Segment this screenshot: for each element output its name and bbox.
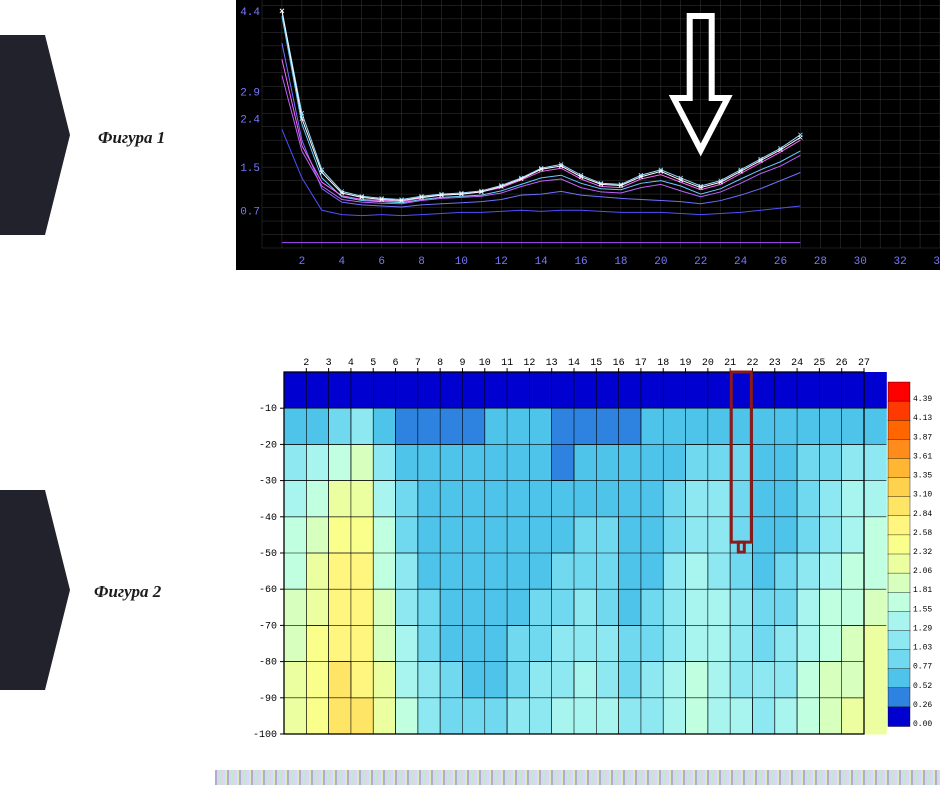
svg-text:0.52: 0.52 — [913, 682, 932, 691]
svg-text:15: 15 — [590, 358, 602, 369]
svg-text:1.03: 1.03 — [913, 644, 932, 653]
svg-text:0.26: 0.26 — [913, 701, 932, 710]
svg-text:14: 14 — [568, 358, 580, 369]
svg-text:3.61: 3.61 — [913, 452, 932, 461]
svg-text:4.4: 4.4 — [240, 7, 260, 19]
svg-text:12: 12 — [523, 358, 535, 369]
svg-text:7: 7 — [415, 358, 421, 369]
svg-text:4: 4 — [338, 256, 345, 268]
figure-2-label: Фигура 2 — [94, 582, 161, 602]
svg-text:3: 3 — [326, 358, 332, 369]
svg-text:2.4: 2.4 — [240, 115, 260, 127]
svg-text:17: 17 — [635, 358, 647, 369]
svg-text:6: 6 — [378, 256, 385, 268]
svg-text:0.7: 0.7 — [240, 206, 260, 218]
svg-text:2: 2 — [303, 358, 309, 369]
pointer-shape-1 — [0, 35, 70, 235]
svg-text:14: 14 — [535, 256, 549, 268]
svg-text:3.35: 3.35 — [913, 472, 932, 481]
svg-text:16: 16 — [613, 358, 625, 369]
figure-1-label: Фигура 1 — [98, 128, 165, 148]
svg-text:11: 11 — [501, 358, 513, 369]
svg-text:27: 27 — [858, 358, 870, 369]
svg-text:8: 8 — [437, 358, 443, 369]
svg-text:22: 22 — [694, 256, 707, 268]
svg-text:13: 13 — [546, 358, 558, 369]
svg-text:20: 20 — [654, 256, 667, 268]
svg-text:24: 24 — [734, 256, 748, 268]
svg-text:20: 20 — [702, 358, 714, 369]
svg-text:26: 26 — [774, 256, 787, 268]
svg-text:0.00: 0.00 — [913, 720, 932, 729]
svg-text:2.06: 2.06 — [913, 567, 932, 576]
svg-text:-50: -50 — [259, 549, 277, 560]
figure-1-line-chart: 2468101214161820222426283032340.71.52.42… — [236, 0, 940, 270]
svg-text:25: 25 — [813, 358, 825, 369]
svg-text:2: 2 — [299, 256, 306, 268]
svg-text:18: 18 — [614, 256, 627, 268]
svg-text:-20: -20 — [259, 440, 277, 451]
svg-text:10: 10 — [455, 256, 468, 268]
svg-text:4.13: 4.13 — [913, 414, 932, 423]
svg-text:10: 10 — [479, 358, 491, 369]
noise-strip — [215, 770, 940, 785]
svg-text:2.32: 2.32 — [913, 548, 932, 557]
figure-2-heatmap: 2345678910111213141516171819202122232425… — [236, 350, 940, 750]
svg-text:18: 18 — [657, 358, 669, 369]
svg-text:9: 9 — [459, 358, 465, 369]
svg-text:4.39: 4.39 — [913, 395, 932, 404]
svg-text:1.81: 1.81 — [913, 586, 932, 595]
svg-text:-40: -40 — [259, 513, 277, 524]
svg-text:32: 32 — [894, 256, 907, 268]
svg-text:28: 28 — [814, 256, 827, 268]
svg-text:-10: -10 — [259, 404, 277, 415]
pointer-shape-2 — [0, 490, 70, 690]
svg-text:-90: -90 — [259, 694, 277, 705]
svg-text:-70: -70 — [259, 621, 277, 632]
svg-text:1.29: 1.29 — [913, 624, 932, 633]
svg-text:-60: -60 — [259, 585, 277, 596]
svg-text:16: 16 — [574, 256, 587, 268]
svg-text:3.10: 3.10 — [913, 491, 932, 500]
svg-text:0.77: 0.77 — [913, 663, 932, 672]
svg-text:4: 4 — [348, 358, 354, 369]
svg-text:2.84: 2.84 — [913, 510, 932, 519]
svg-text:1.55: 1.55 — [913, 605, 932, 614]
svg-text:-100: -100 — [253, 730, 277, 741]
svg-text:5: 5 — [370, 358, 376, 369]
svg-text:30: 30 — [854, 256, 867, 268]
svg-text:-80: -80 — [259, 658, 277, 669]
svg-text:1.5: 1.5 — [240, 163, 260, 175]
svg-text:-30: -30 — [259, 477, 277, 488]
svg-text:2.9: 2.9 — [240, 88, 260, 100]
svg-text:19: 19 — [680, 358, 692, 369]
svg-text:3.87: 3.87 — [913, 433, 932, 442]
svg-text:22: 22 — [746, 358, 758, 369]
svg-text:8: 8 — [418, 256, 425, 268]
svg-text:23: 23 — [769, 358, 781, 369]
svg-text:26: 26 — [836, 358, 848, 369]
svg-text:2.58: 2.58 — [913, 529, 932, 538]
svg-text:34: 34 — [933, 256, 940, 268]
svg-text:24: 24 — [791, 358, 803, 369]
svg-text:12: 12 — [495, 256, 508, 268]
svg-text:21: 21 — [724, 358, 736, 369]
svg-text:6: 6 — [393, 358, 399, 369]
